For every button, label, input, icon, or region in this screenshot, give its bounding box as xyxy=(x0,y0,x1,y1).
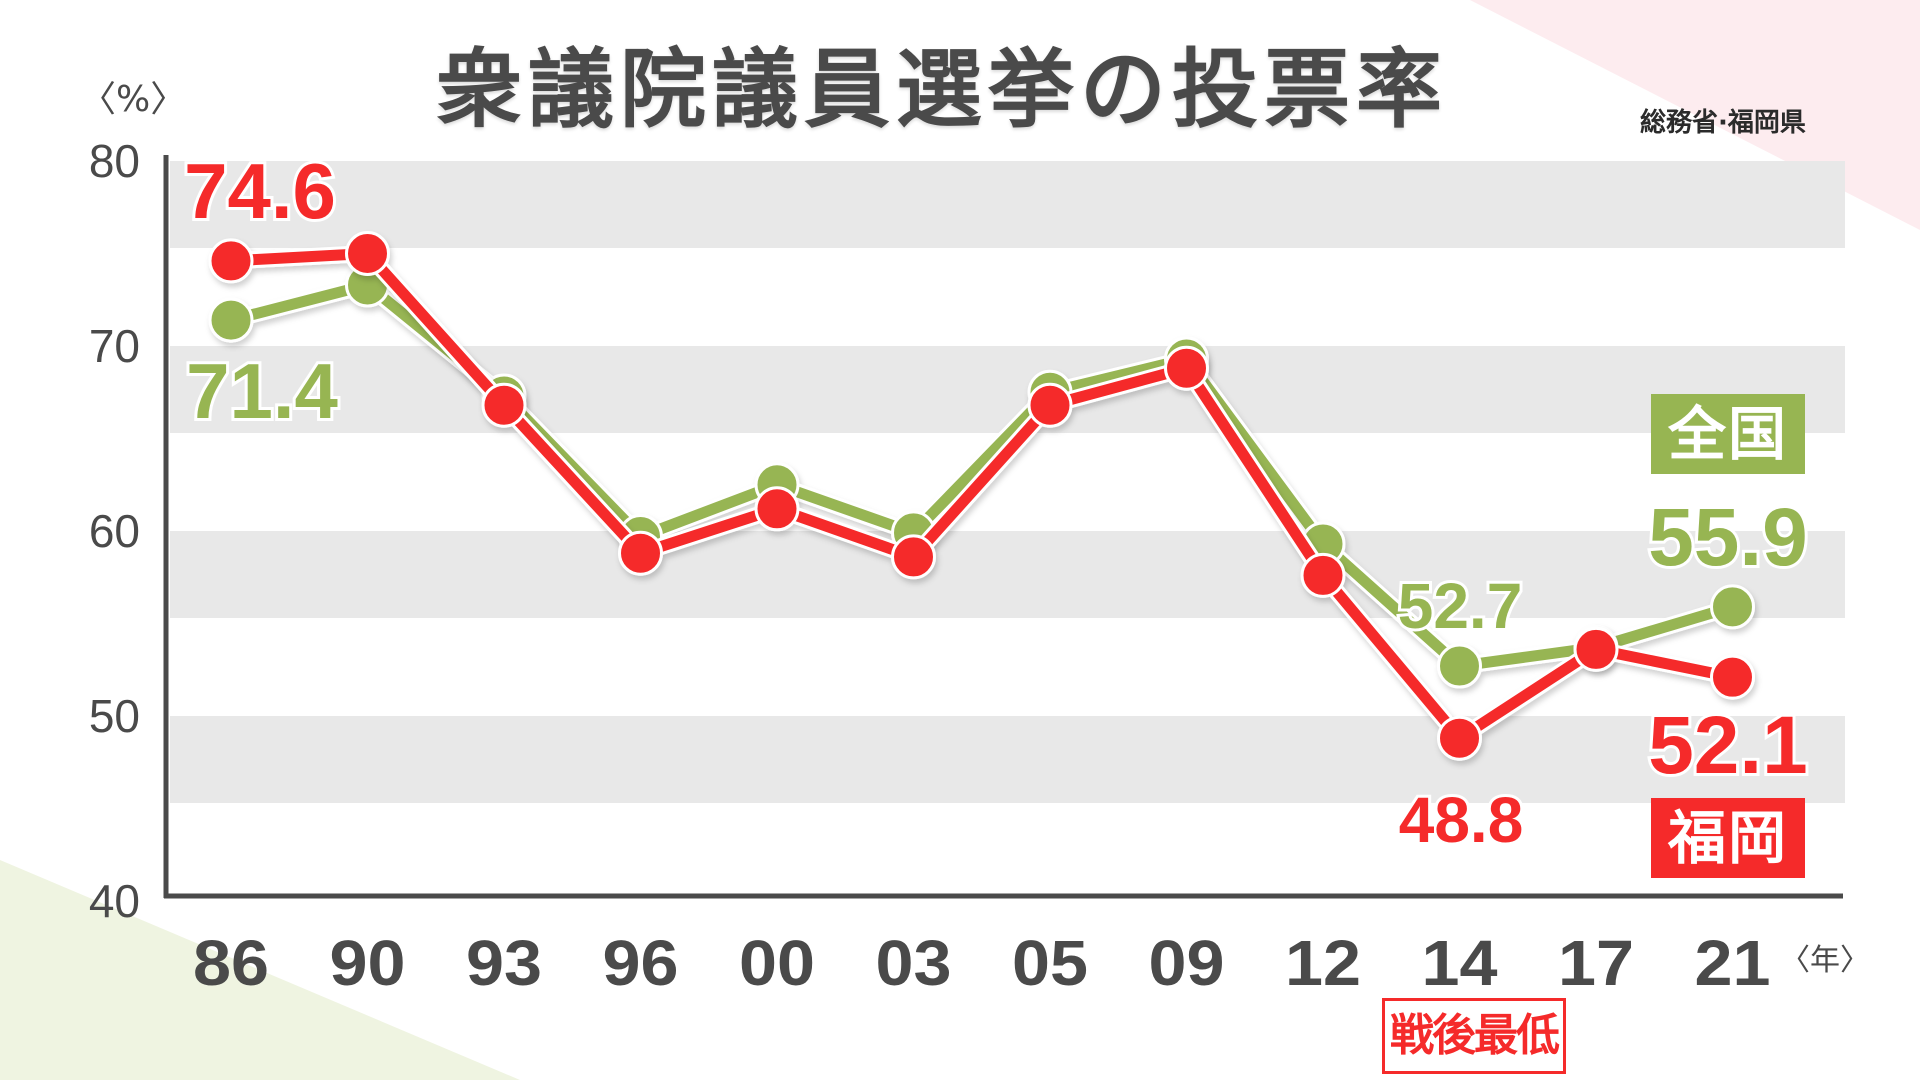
grid-band xyxy=(170,716,1845,803)
data-point xyxy=(208,297,254,343)
x-tick-label: 96 xyxy=(603,927,679,999)
data-point xyxy=(1710,584,1755,630)
source-credit: 総務省·福岡県 xyxy=(1640,108,1806,138)
grid-band xyxy=(170,346,1845,433)
x-tick-label: 03 xyxy=(876,927,952,999)
data-point xyxy=(754,486,800,532)
legend-national-label: 全国 xyxy=(1651,394,1805,474)
x-tick-label: 17 xyxy=(1558,927,1634,999)
x-tick-label: 05 xyxy=(1012,927,1088,999)
x-tick-label: 93 xyxy=(466,927,542,999)
x-tick-label: 90 xyxy=(330,927,406,999)
data-point xyxy=(208,238,254,284)
data-point xyxy=(1573,626,1619,672)
data-point xyxy=(1300,552,1346,598)
data-point xyxy=(891,534,936,580)
grid-band xyxy=(170,161,1845,248)
value-callout-national: 71.4 xyxy=(186,347,338,435)
value-callout-fukuoka: 52.1 xyxy=(1648,700,1808,791)
y-tick-label: 50 xyxy=(89,690,140,742)
y-tick-label: 40 xyxy=(89,875,140,927)
value-callout-fukuoka: 74.6 xyxy=(184,147,336,235)
value-callout-fukuoka: 48.8 xyxy=(1399,784,1524,856)
x-tick-label: 09 xyxy=(1149,927,1225,999)
data-point xyxy=(1164,345,1209,391)
y-axis-unit: 〈%〉 xyxy=(80,79,187,120)
y-tick-label: 60 xyxy=(89,505,140,557)
legend-fukuoka-label: 福岡 xyxy=(1651,798,1805,878)
value-callout-national: 55.9 xyxy=(1648,492,1808,583)
value-callout-national: 52.7 xyxy=(1398,570,1523,642)
y-tick-label: 80 xyxy=(89,135,140,187)
x-tick-label: 86 xyxy=(193,927,269,999)
page-title: 衆議院議員選挙の投票率 xyxy=(436,40,1448,140)
x-axis-unit: 〈年〉 xyxy=(1780,943,1870,978)
data-point xyxy=(1437,715,1482,761)
data-point xyxy=(618,530,663,576)
x-tick-label: 14 xyxy=(1422,927,1498,999)
series-line xyxy=(230,248,1734,744)
data-point xyxy=(1710,654,1755,700)
data-point xyxy=(481,382,527,428)
x-tick-label: 12 xyxy=(1285,927,1361,999)
y-tick-label: 70 xyxy=(89,320,140,372)
x-tick-label: 00 xyxy=(739,927,815,999)
data-point xyxy=(1027,382,1073,428)
record-low-badge: 戦後最低 xyxy=(1382,998,1566,1074)
grid-band xyxy=(170,531,1845,618)
x-tick-label: 21 xyxy=(1695,927,1771,999)
data-point xyxy=(1437,643,1482,689)
series-fukuoka xyxy=(208,231,1755,761)
data-point xyxy=(345,231,390,276)
